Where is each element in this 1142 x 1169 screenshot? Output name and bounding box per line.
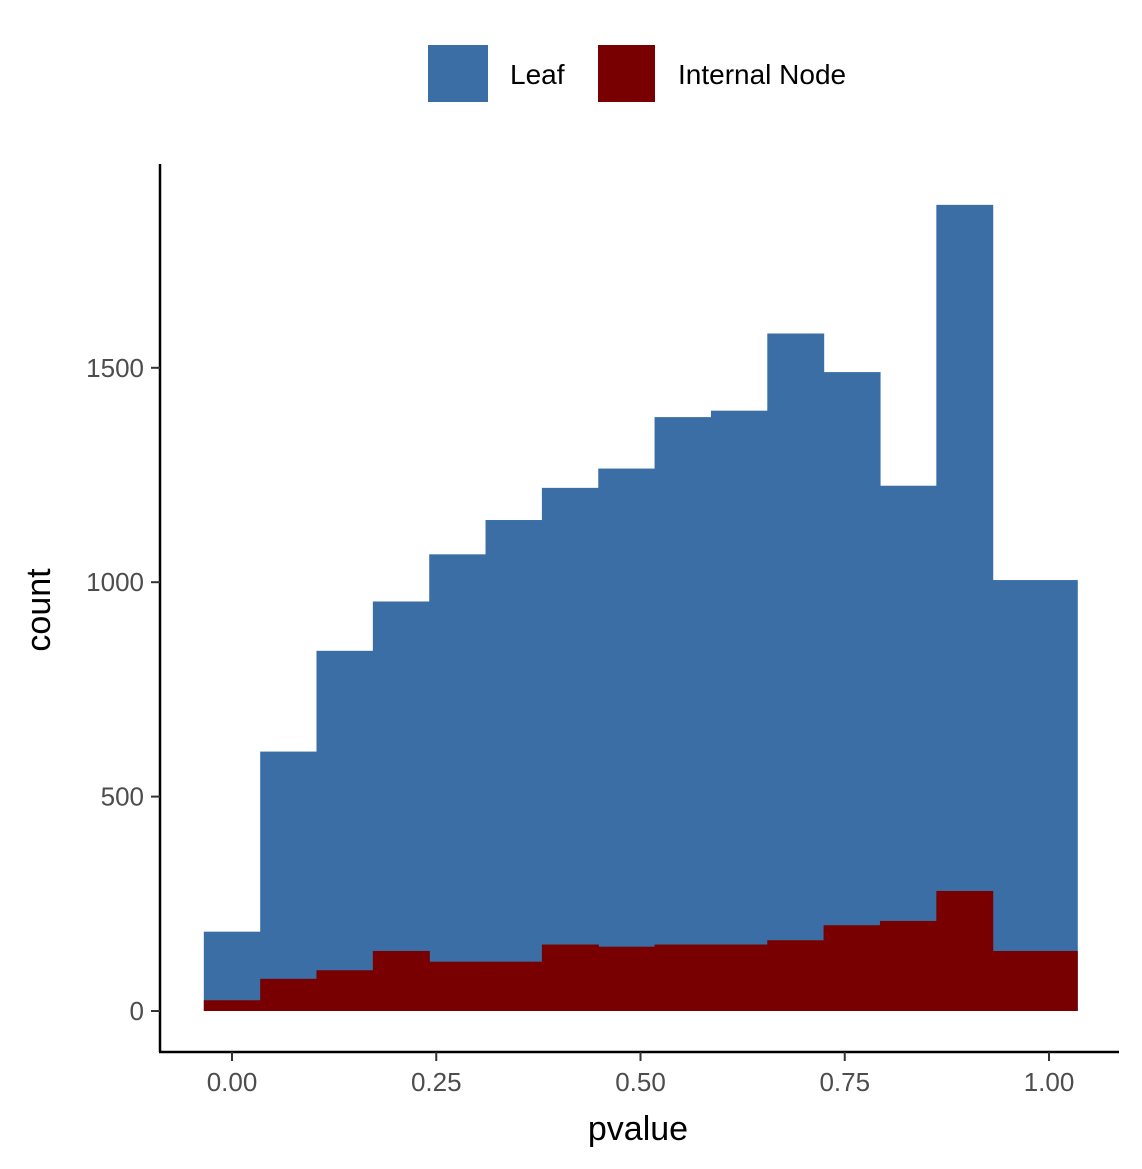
bar-internal-node-11 bbox=[823, 925, 881, 1011]
y-tick-label-0: 0 bbox=[130, 996, 144, 1026]
bar-internal-node-13 bbox=[936, 890, 994, 1011]
bar-internal-node-3 bbox=[372, 950, 430, 1011]
bar-leaf-2 bbox=[316, 650, 374, 1011]
bar-leaf-5 bbox=[485, 520, 543, 1011]
x-tick-label-0: 0.00 bbox=[207, 1067, 258, 1097]
bar-layer bbox=[203, 204, 1078, 1012]
bar-leaf-0 bbox=[203, 931, 261, 1011]
bar-internal-node-4 bbox=[429, 961, 487, 1011]
x-tick-label-4: 1.00 bbox=[1024, 1067, 1075, 1097]
y-tick-label-3: 1500 bbox=[86, 353, 144, 383]
legend-swatch-leaf bbox=[428, 45, 488, 102]
bar-internal-node-12 bbox=[879, 920, 937, 1011]
bar-internal-node-1 bbox=[260, 978, 318, 1011]
bar-leaf-9 bbox=[710, 410, 768, 1011]
bar-internal-node-0 bbox=[203, 1000, 261, 1011]
x-tick-label-2: 0.50 bbox=[615, 1067, 666, 1097]
legend: Leaf Internal Node bbox=[428, 45, 846, 102]
bar-internal-node-8 bbox=[654, 944, 712, 1011]
bar-leaf-14 bbox=[992, 580, 1050, 1011]
bar-leaf-6 bbox=[541, 487, 599, 1011]
bar-leaf-15 bbox=[1049, 580, 1078, 1011]
bar-leaf-8 bbox=[654, 417, 712, 1011]
y-tick-label-1: 500 bbox=[101, 782, 144, 812]
x-axis-title: pvalue bbox=[588, 1110, 688, 1148]
bar-internal-node-2 bbox=[316, 970, 374, 1011]
bar-internal-node-7 bbox=[598, 946, 656, 1011]
legend-swatch-internal-node bbox=[598, 45, 655, 102]
y-axis-title: count bbox=[20, 568, 58, 652]
x-axis: 0.00 0.25 0.50 0.75 1.00 bbox=[207, 1052, 1075, 1097]
x-tick-label-1: 0.25 bbox=[411, 1067, 462, 1097]
bar-leaf-10 bbox=[767, 333, 825, 1011]
y-tick-label-2: 1000 bbox=[86, 567, 144, 597]
y-axis: 0 500 1000 1500 bbox=[86, 353, 160, 1026]
bar-leaf-11 bbox=[823, 372, 881, 1012]
bar-internal-node-15 bbox=[1049, 950, 1078, 1011]
bar-leaf-7 bbox=[598, 468, 656, 1011]
bar-internal-node-14 bbox=[992, 950, 1050, 1011]
bar-internal-node-9 bbox=[710, 944, 768, 1011]
legend-label-internal-node: Internal Node bbox=[678, 59, 846, 90]
legend-label-leaf: Leaf bbox=[510, 59, 565, 90]
bar-leaf-4 bbox=[429, 554, 487, 1011]
bar-leaf-13 bbox=[936, 204, 994, 1012]
bar-leaf-3 bbox=[372, 601, 430, 1011]
x-tick-label-3: 0.75 bbox=[819, 1067, 870, 1097]
bar-internal-node-6 bbox=[541, 944, 599, 1011]
bar-internal-node-10 bbox=[767, 940, 825, 1011]
bar-internal-node-5 bbox=[485, 961, 543, 1011]
bar-leaf-1 bbox=[260, 751, 318, 1011]
